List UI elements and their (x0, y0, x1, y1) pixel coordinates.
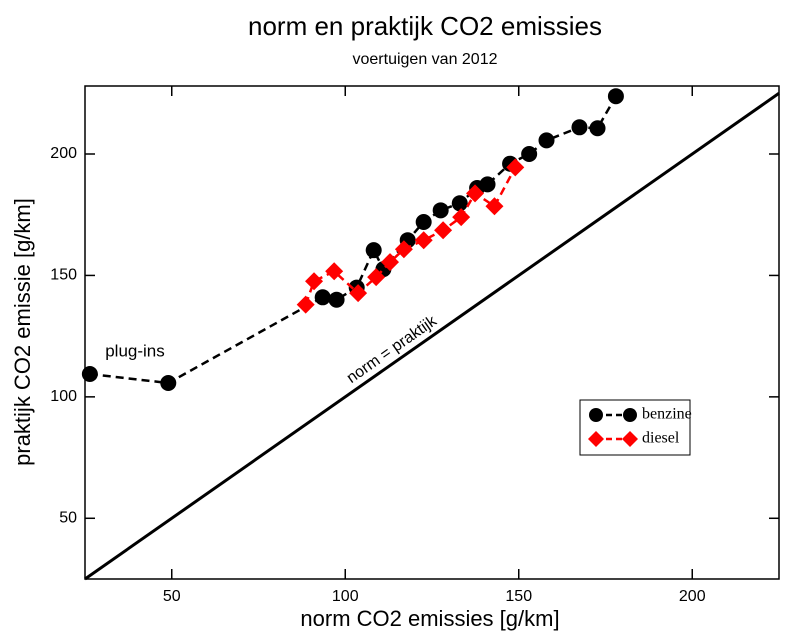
data-point (571, 119, 588, 136)
data-point (394, 240, 413, 259)
chart-subtitle: voertuigen van 2012 (353, 51, 498, 68)
y-axis-label: praktijk CO2 emissie [g/km] (10, 198, 35, 466)
chart-title: norm en praktijk CO2 emissies (248, 11, 602, 41)
data-point (479, 176, 496, 193)
data-point (328, 291, 345, 308)
x-tick-label: 150 (505, 588, 532, 605)
legend-marker (589, 408, 603, 422)
data-point (521, 146, 538, 162)
data-point (305, 272, 324, 291)
data-point (452, 208, 471, 227)
legend-marker (623, 408, 637, 422)
data-point (349, 284, 368, 303)
data-point (451, 195, 468, 212)
x-tick-label: 100 (332, 588, 359, 605)
data-point (414, 231, 433, 250)
data-point (434, 221, 453, 240)
data-point (538, 132, 555, 149)
x-tick-label: 50 (163, 588, 181, 605)
y-tick-label: 150 (50, 267, 77, 284)
annotation: norm = praktijk (344, 312, 441, 387)
legend-marker (622, 431, 638, 447)
reference-line (84, 92, 780, 581)
data-point (415, 214, 432, 230)
data-point (381, 253, 400, 272)
data-point (506, 158, 525, 177)
legend-label: diesel (642, 430, 680, 447)
data-point (607, 88, 624, 105)
annotation: plug-ins (105, 341, 165, 360)
data-point (296, 295, 315, 314)
data-point (365, 242, 382, 259)
x-tick-label: 200 (679, 588, 706, 605)
data-point (485, 197, 504, 216)
y-tick-label: 200 (50, 145, 77, 162)
data-point (81, 366, 98, 383)
data-point (367, 268, 386, 287)
y-tick-label: 100 (50, 388, 77, 405)
series-line (89, 95, 617, 385)
plot-frame (84, 85, 780, 580)
data-point (160, 375, 177, 392)
data-point (466, 184, 485, 203)
data-point (432, 202, 449, 219)
y-tick-label: 50 (59, 510, 77, 527)
data-point (589, 120, 606, 137)
legend-label: benzine (642, 406, 692, 423)
legend-marker (588, 431, 604, 447)
legend: benzine diesel (579, 399, 692, 456)
x-axis-label: norm CO2 emissies [g/km] (300, 606, 559, 631)
data-point (325, 262, 344, 281)
data-point (314, 289, 331, 306)
